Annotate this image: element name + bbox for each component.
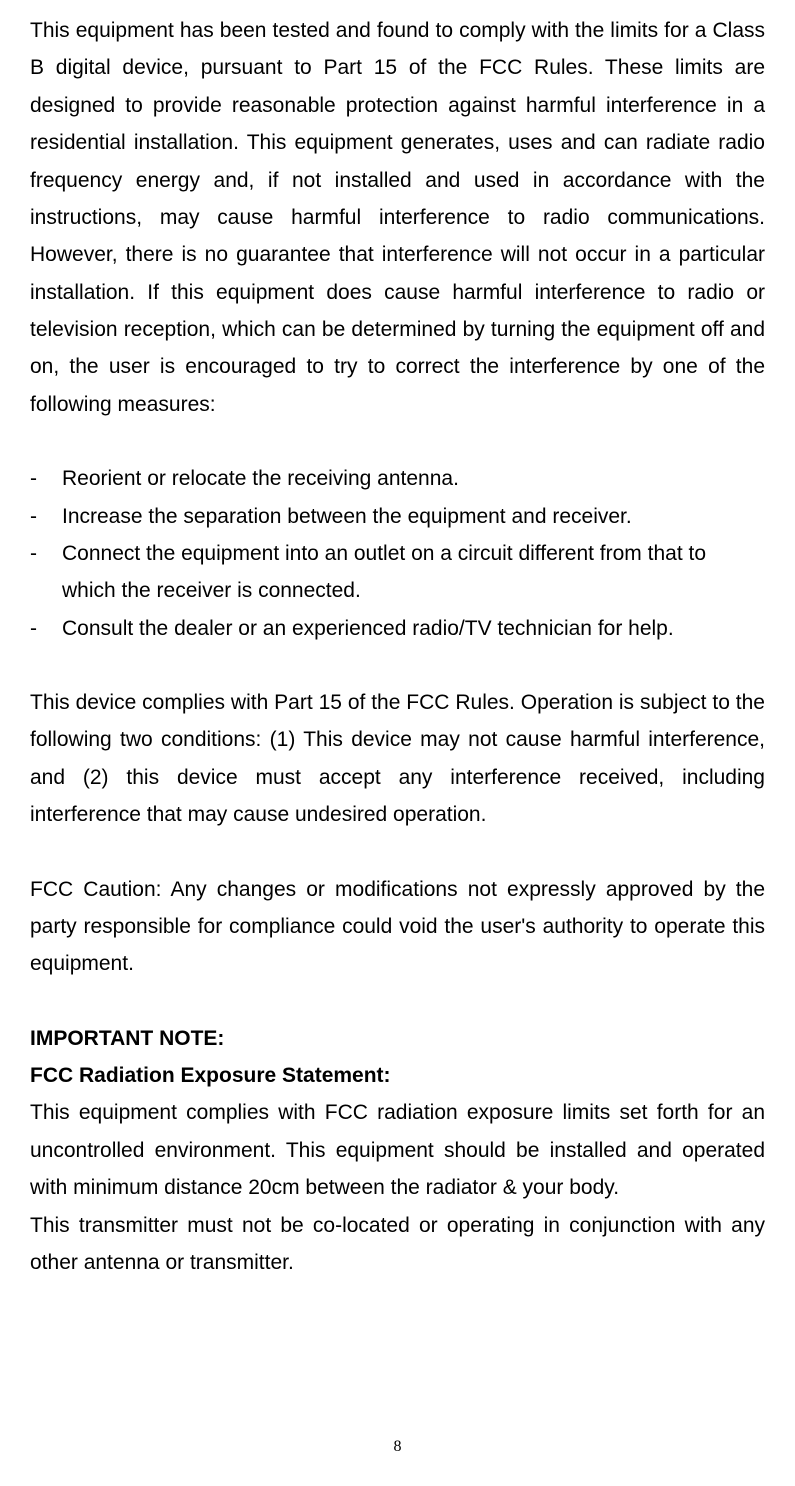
bullet-text: Increase the separation between the equi… <box>62 498 765 535</box>
exposure-paragraph: This equipment complies with FCC radiati… <box>30 1094 765 1206</box>
page-number: 8 <box>0 1438 795 1456</box>
bullet-marker: - <box>30 498 62 535</box>
compliance-paragraph: This device complies with Part 15 of the… <box>30 684 765 834</box>
list-item: - Reorient or relocate the receiving ant… <box>30 460 765 497</box>
important-note-heading: IMPORTANT NOTE: <box>30 1020 765 1057</box>
bullet-marker: - <box>30 535 62 610</box>
bullet-text: Reorient or relocate the receiving anten… <box>62 460 765 497</box>
list-item: - Connect the equipment into an outlet o… <box>30 535 765 610</box>
bullet-marker: - <box>30 460 62 497</box>
list-item: - Increase the separation between the eq… <box>30 498 765 535</box>
bullet-text: Consult the dealer or an experienced rad… <box>62 610 765 647</box>
bullet-marker: - <box>30 610 62 647</box>
transmitter-paragraph: This transmitter must not be co-located … <box>30 1207 765 1282</box>
bullet-text: Connect the equipment into an outlet on … <box>62 535 765 610</box>
intro-paragraph: This equipment has been tested and found… <box>30 12 765 423</box>
caution-paragraph: FCC Caution: Any changes or modification… <box>30 871 765 983</box>
measures-list: - Reorient or relocate the receiving ant… <box>30 460 765 647</box>
fcc-statement-heading: FCC Radiation Exposure Statement: <box>30 1057 765 1094</box>
list-item: - Consult the dealer or an experienced r… <box>30 610 765 647</box>
